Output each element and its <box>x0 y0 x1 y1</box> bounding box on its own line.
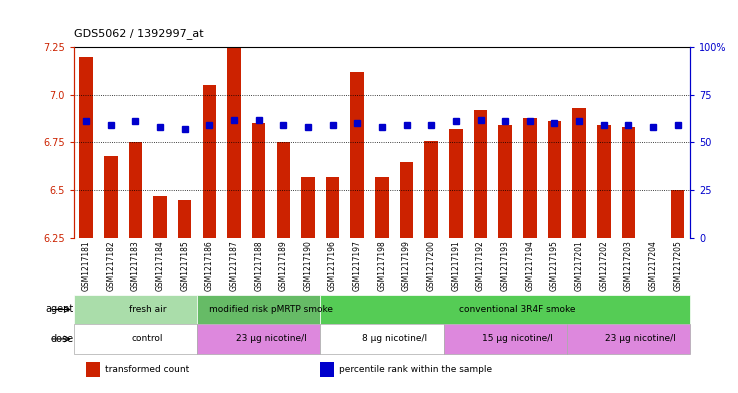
Text: fresh air: fresh air <box>129 305 167 314</box>
Text: GSM1217202: GSM1217202 <box>599 241 608 291</box>
Bar <box>104 156 117 238</box>
Bar <box>74 324 197 354</box>
Text: GSM1217196: GSM1217196 <box>328 241 337 292</box>
Text: GSM1217201: GSM1217201 <box>575 241 584 291</box>
Bar <box>567 324 690 354</box>
Text: 8 μg nicotine/l: 8 μg nicotine/l <box>362 334 427 343</box>
Bar <box>424 141 438 238</box>
Bar <box>178 200 191 238</box>
Bar <box>597 125 610 238</box>
Bar <box>449 129 463 238</box>
Text: GSM1217187: GSM1217187 <box>230 241 238 291</box>
Bar <box>128 142 142 238</box>
Text: GSM1217199: GSM1217199 <box>402 241 411 292</box>
Bar <box>203 85 216 238</box>
Bar <box>320 295 690 324</box>
Text: GSM1217191: GSM1217191 <box>452 241 461 291</box>
Text: GSM1217183: GSM1217183 <box>131 241 140 291</box>
Text: GSM1217190: GSM1217190 <box>303 241 312 292</box>
Bar <box>375 177 389 238</box>
Text: GSM1217204: GSM1217204 <box>649 241 658 292</box>
Bar <box>320 362 334 377</box>
Text: modified risk pMRTP smoke: modified risk pMRTP smoke <box>209 305 333 314</box>
Bar <box>400 162 413 238</box>
Bar <box>154 196 167 238</box>
Text: conventional 3R4F smoke: conventional 3R4F smoke <box>459 305 576 314</box>
Bar <box>326 177 339 238</box>
Bar <box>74 295 197 324</box>
Text: percentile rank within the sample: percentile rank within the sample <box>339 365 492 374</box>
Text: GSM1217186: GSM1217186 <box>205 241 214 291</box>
Text: GSM1217192: GSM1217192 <box>476 241 485 291</box>
Text: GSM1217181: GSM1217181 <box>82 241 91 291</box>
Bar <box>548 121 561 238</box>
Bar <box>252 123 266 238</box>
Bar <box>671 190 684 238</box>
Text: GSM1217205: GSM1217205 <box>673 241 682 292</box>
Text: GSM1217184: GSM1217184 <box>156 241 165 291</box>
Text: 23 μg nicotine/l: 23 μg nicotine/l <box>605 334 676 343</box>
Bar <box>277 142 290 238</box>
Bar <box>523 118 537 238</box>
Bar <box>498 125 512 238</box>
Bar <box>320 324 444 354</box>
Text: GSM1217188: GSM1217188 <box>254 241 263 291</box>
Bar <box>444 324 567 354</box>
Bar <box>197 324 320 354</box>
Text: GSM1217200: GSM1217200 <box>427 241 435 292</box>
Bar <box>80 57 93 238</box>
Bar <box>351 72 364 238</box>
Text: 23 μg nicotine/l: 23 μg nicotine/l <box>235 334 306 343</box>
Text: transformed count: transformed count <box>105 365 189 374</box>
Text: 15 μg nicotine/l: 15 μg nicotine/l <box>482 334 553 343</box>
Text: GSM1217198: GSM1217198 <box>377 241 387 291</box>
Bar <box>197 295 320 324</box>
Text: agent: agent <box>46 305 74 314</box>
Bar <box>86 362 100 377</box>
Bar <box>301 177 314 238</box>
Text: GSM1217203: GSM1217203 <box>624 241 633 292</box>
Text: GSM1217194: GSM1217194 <box>525 241 534 292</box>
Text: control: control <box>132 334 164 343</box>
Bar <box>474 110 487 238</box>
Text: GSM1217185: GSM1217185 <box>180 241 189 291</box>
Bar <box>573 108 586 238</box>
Bar <box>621 127 635 238</box>
Text: GSM1217195: GSM1217195 <box>550 241 559 292</box>
Text: GSM1217193: GSM1217193 <box>500 241 510 292</box>
Text: GDS5062 / 1392997_at: GDS5062 / 1392997_at <box>74 28 204 39</box>
Text: GSM1217197: GSM1217197 <box>353 241 362 292</box>
Bar <box>227 47 241 238</box>
Text: dose: dose <box>51 334 74 344</box>
Text: GSM1217182: GSM1217182 <box>106 241 115 291</box>
Text: GSM1217189: GSM1217189 <box>279 241 288 291</box>
